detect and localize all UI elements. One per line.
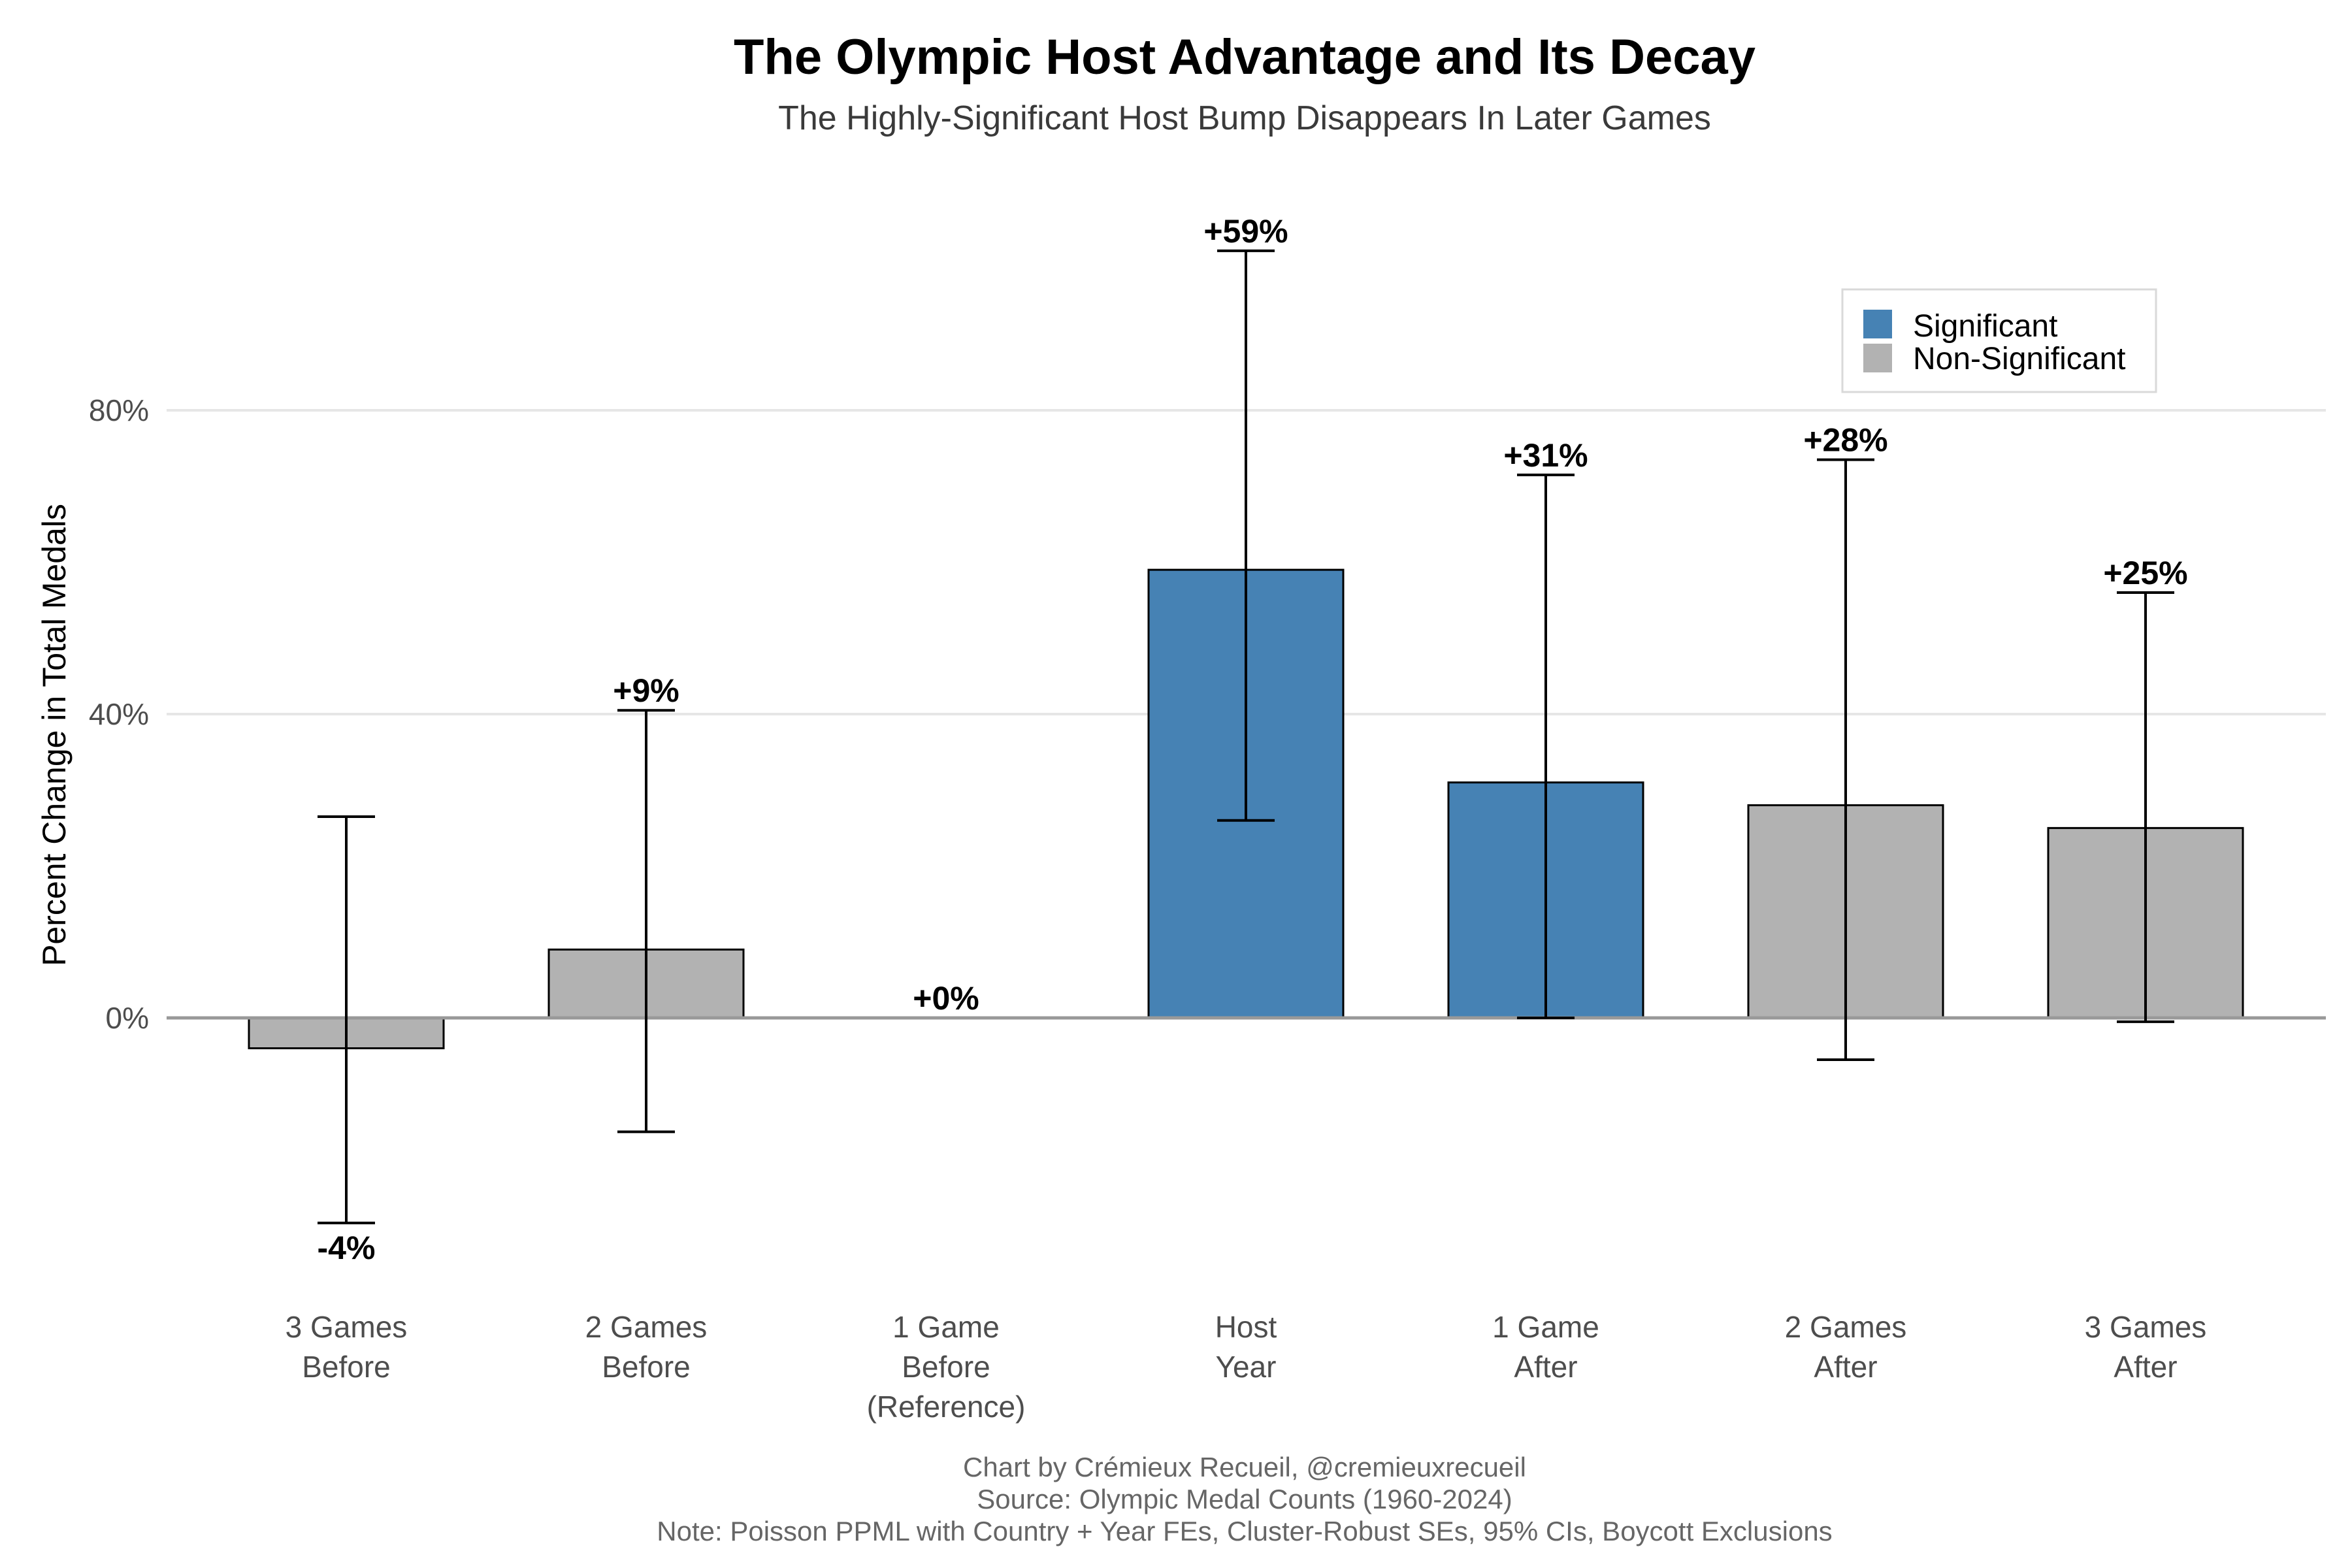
y-tick-label-80: 80% bbox=[89, 393, 149, 427]
x-tick-line: Host bbox=[1215, 1310, 1277, 1344]
x-tick-line: 2 Games bbox=[585, 1310, 708, 1344]
x-tick-label-1-game-after: 1 Game After bbox=[1492, 1310, 1599, 1384]
caption-source: Source: Olympic Medal Counts (1960-2024) bbox=[977, 1484, 1512, 1514]
x-tick-line: Before bbox=[602, 1350, 691, 1384]
data-label-2-games-after: +28% bbox=[1803, 422, 1887, 459]
x-tick-line: 1 Game bbox=[1492, 1310, 1599, 1344]
x-tick-line: Year bbox=[1216, 1350, 1277, 1384]
x-tick-line: 1 Game bbox=[892, 1310, 1000, 1344]
x-tick-line: 3 Games bbox=[2085, 1310, 2207, 1344]
legend-swatch-significant bbox=[1863, 310, 1892, 338]
x-tick-label-1-game-before-reference: 1 Game Before (Reference) bbox=[867, 1310, 1026, 1424]
y-tick-label-40: 40% bbox=[89, 697, 149, 731]
error-bars bbox=[318, 249, 2174, 1224]
legend-swatch-non-significant bbox=[1863, 344, 1892, 372]
x-tick-label-3-games-before: 3 Games Before bbox=[286, 1310, 408, 1384]
data-label-3-games-before: -4% bbox=[318, 1230, 376, 1266]
x-tick-line: After bbox=[2114, 1350, 2177, 1384]
x-tick-line: After bbox=[1514, 1350, 1577, 1384]
caption-credit: Chart by Crémieux Recueil, @cremieuxrecu… bbox=[963, 1452, 1526, 1482]
y-axis-label: Percent Change in Total Medals bbox=[36, 504, 73, 966]
y-tick-label-0: 0% bbox=[106, 1001, 149, 1035]
legend-box bbox=[1841, 288, 2157, 393]
x-tick-line: Before bbox=[902, 1350, 990, 1384]
data-label-1-game-after: +31% bbox=[1503, 437, 1588, 474]
chart-subtitle: The Highly-Significant Host Bump Disappe… bbox=[778, 99, 1711, 137]
data-label-1-game-before-reference: +0% bbox=[913, 980, 979, 1017]
x-tick-label-2-games-after: 2 Games After bbox=[1785, 1310, 1907, 1384]
x-tick-line: 2 Games bbox=[1785, 1310, 1907, 1344]
x-tick-label-host-year: Host Year bbox=[1215, 1310, 1277, 1384]
data-label-host-year: +59% bbox=[1203, 213, 1288, 250]
x-tick-line: Before bbox=[302, 1350, 391, 1384]
data-label-3-games-after: +25% bbox=[2103, 555, 2187, 591]
x-tick-line: After bbox=[1814, 1350, 1877, 1384]
x-tick-label-2-games-before: 2 Games Before bbox=[585, 1310, 708, 1384]
legend-label-non-significant: Non-Significant bbox=[1913, 342, 2126, 376]
caption-note: Note: Poisson PPML with Country + Year F… bbox=[657, 1516, 1832, 1546]
data-label-2-games-before: +9% bbox=[613, 672, 679, 709]
x-tick-line: (Reference) bbox=[867, 1390, 1026, 1424]
legend-label-significant: Significant bbox=[1913, 309, 2057, 344]
x-tick-label-3-games-after: 3 Games After bbox=[2085, 1310, 2207, 1384]
x-tick-line: 3 Games bbox=[286, 1310, 408, 1344]
data-labels: -4% +9% +0% +59% +31% +28% +25% bbox=[318, 213, 2188, 1266]
legend: Significant Non-Significant bbox=[1841, 288, 2157, 393]
chart-title: The Olympic Host Advantage and Its Decay bbox=[734, 29, 1756, 85]
